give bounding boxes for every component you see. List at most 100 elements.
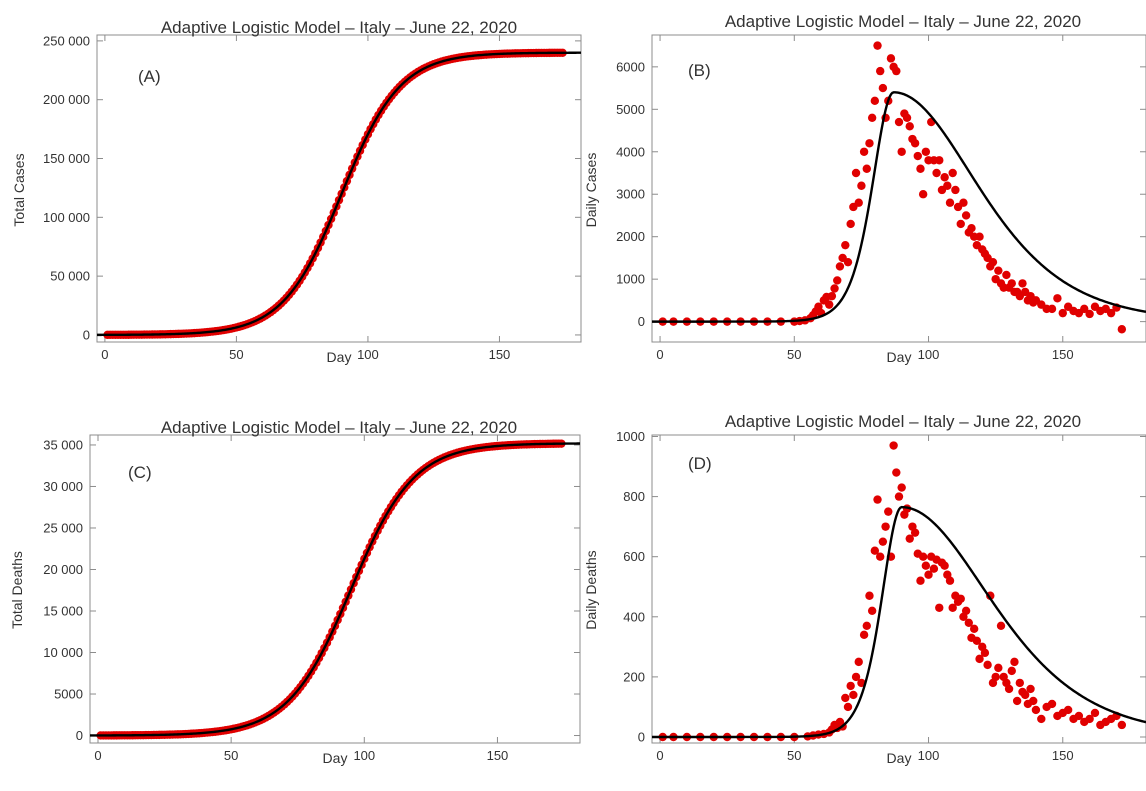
data-point (1004, 684, 1014, 694)
y-tick-label: 2000 (616, 229, 645, 244)
data-point (1085, 714, 1094, 724)
data-point (1020, 690, 1030, 700)
data-point (980, 648, 990, 658)
data-point (892, 468, 901, 477)
data-point (1029, 696, 1038, 706)
data-points (658, 441, 1127, 742)
y-tick-label: 1000 (616, 429, 645, 444)
data-point (886, 54, 896, 63)
data-point (910, 139, 920, 148)
data-point (897, 147, 906, 156)
chart-title: Adaptive Logistic Model – Italy – June 2… (161, 418, 517, 437)
data-point (967, 224, 976, 233)
data-point (1106, 308, 1116, 318)
x-tick-label: 50 (787, 347, 801, 362)
data-point (972, 636, 982, 646)
data-point (988, 257, 998, 267)
data-point (916, 164, 925, 173)
panel-label: (C) (128, 463, 152, 482)
data-point (945, 198, 955, 207)
data-point (1010, 657, 1019, 667)
data-point (975, 654, 984, 664)
y-tick-label: 600 (623, 549, 645, 564)
data-point (870, 96, 880, 106)
data-point (854, 198, 863, 207)
data-point (851, 168, 861, 178)
data-point (824, 300, 834, 309)
y-tick-label: 4000 (616, 144, 645, 159)
y-tick-label: 1000 (616, 272, 645, 287)
data-point (1053, 294, 1062, 303)
data-point (935, 156, 944, 165)
x-tick-label: 150 (1052, 748, 1074, 763)
chart-panel-2: 0 50 100 150 0 1000 2000 3000 4000 5000 6000 Adapti… (583, 12, 1146, 365)
data-point (940, 173, 949, 182)
y-tick-label: 20 000 (43, 562, 83, 577)
y-tick-label: 6000 (616, 59, 645, 74)
plot-area (97, 48, 581, 340)
data-point (897, 483, 906, 492)
data-point (1031, 705, 1041, 715)
data-point (921, 147, 931, 156)
data-point (857, 678, 866, 688)
x-tick-label: 150 (489, 347, 511, 362)
data-point (892, 66, 901, 76)
chart-panel-4: 0 50 100 150 0 200 400 600 800 1000 Adaptive Logis… (583, 412, 1146, 766)
data-point (859, 630, 869, 640)
data-point (867, 113, 877, 123)
y-tick-label: 3000 (616, 187, 645, 202)
data-point (846, 219, 855, 229)
data-points (96, 439, 566, 740)
y-tick-label: 0 (638, 314, 645, 329)
data-point (961, 606, 971, 615)
model-curve (652, 505, 1146, 739)
plot-frame (651, 34, 1146, 343)
plot-area (652, 441, 1146, 742)
y-tick-label: 0 (83, 327, 90, 342)
data-point (862, 621, 871, 631)
data-point (1007, 279, 1016, 288)
data-point (1047, 304, 1057, 314)
data-point (876, 66, 885, 76)
data-point (964, 618, 974, 628)
model-curve (90, 442, 580, 737)
y-tick-label: 0 (76, 728, 83, 743)
x-axis-label: Day (887, 750, 912, 766)
panel-label: (A) (138, 67, 161, 86)
data-point (1015, 678, 1025, 688)
x-axis-label: Day (327, 349, 352, 365)
y-tick-label: 800 (623, 489, 645, 504)
data-point (827, 291, 837, 301)
data-point (902, 113, 912, 123)
data-point (945, 576, 955, 585)
data-point (878, 83, 888, 93)
data-point (1012, 696, 1022, 706)
data-point (943, 181, 952, 190)
data-point (846, 681, 855, 691)
x-tick-label: 50 (787, 748, 801, 763)
x-tick-label: 100 (357, 347, 379, 362)
data-point (849, 690, 858, 700)
y-axis-label: Total Deaths (9, 551, 25, 629)
y-axis-label: Total Cases (11, 153, 27, 226)
y-tick-label: 30 000 (43, 479, 83, 494)
data-point (884, 507, 893, 516)
x-tick-label: 150 (1052, 347, 1074, 362)
data-point (1037, 714, 1046, 724)
data-point (841, 693, 850, 703)
data-point (857, 181, 866, 190)
y-tick-label: 100 000 (43, 210, 90, 225)
y-axis-label: Daily Cases (583, 153, 599, 228)
data-point (865, 591, 874, 600)
data-point (959, 198, 968, 207)
data-point (929, 564, 939, 573)
x-tick-label: 0 (94, 748, 101, 763)
y-tick-label: 0 (638, 729, 645, 744)
data-point (905, 534, 914, 543)
data-point (994, 663, 1003, 673)
y-tick-label: 35 000 (43, 437, 83, 452)
plot-frame (96, 34, 582, 343)
data-point (956, 219, 965, 229)
data-point (873, 41, 882, 50)
